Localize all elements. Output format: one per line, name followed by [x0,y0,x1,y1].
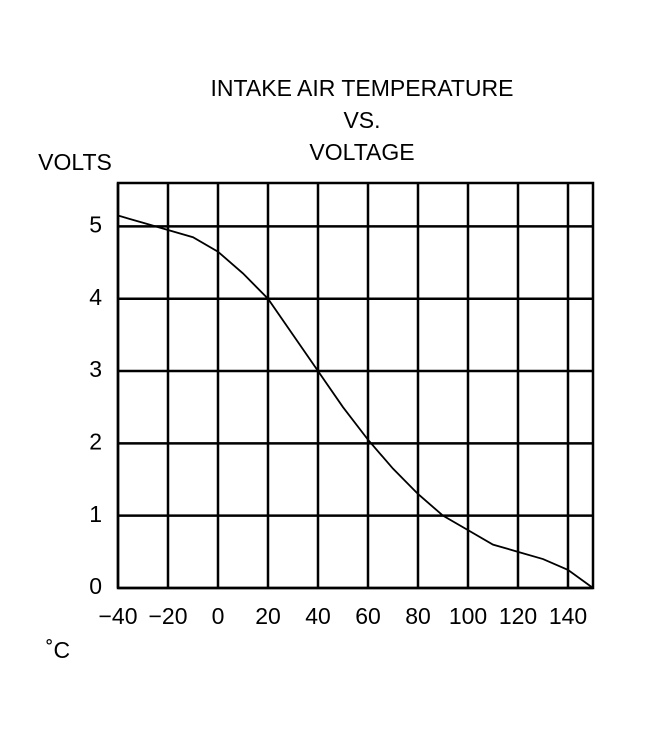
x-tick-label: 20 [255,603,281,629]
y-tick-label: 3 [89,356,102,382]
chart-title: VOLTAGE [309,139,414,165]
chart-title: INTAKE AIR TEMPERATURE [211,75,514,101]
data-line [117,214,594,589]
y-axis-label: VOLTS [38,149,112,175]
chart-title: VS. [343,107,380,133]
plot-frame [116,181,595,590]
x-tick-label: −20 [148,603,187,629]
y-tick-label: 5 [89,211,102,237]
x-tick-label: −40 [98,603,137,629]
y-tick-label: 1 [89,501,102,527]
x-tick-label: 40 [305,603,331,629]
y-tick-label: 4 [89,284,102,310]
x-tick-label: 80 [405,603,431,629]
x-tick-label: 60 [355,603,381,629]
x-axis-label: ˚C [46,637,70,663]
x-tick-label: 100 [449,603,487,629]
x-tick-label: 0 [212,603,225,629]
y-tick-label: 0 [89,573,102,599]
y-tick-label: 2 [89,428,102,454]
x-tick-label: 140 [549,603,587,629]
x-tick-label: 120 [499,603,537,629]
